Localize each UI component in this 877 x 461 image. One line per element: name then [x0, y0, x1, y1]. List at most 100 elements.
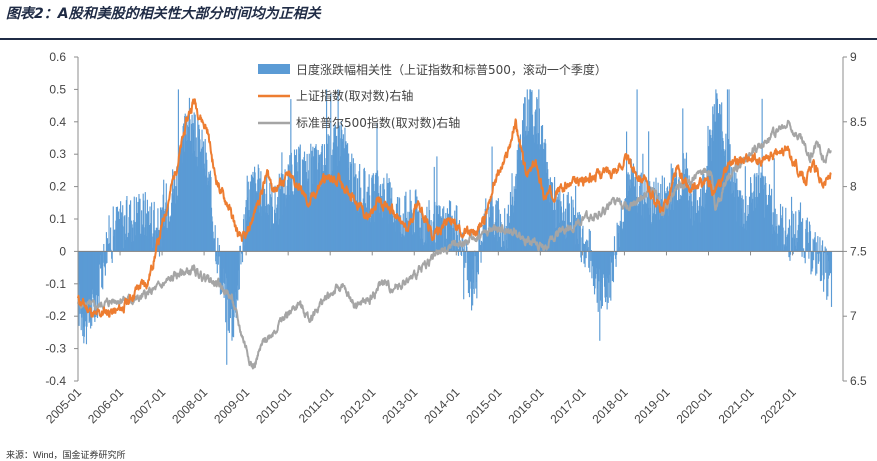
left-y-tick-label: -0.1	[45, 277, 66, 291]
correlation-bar	[831, 251, 832, 307]
x-tick-label: 2005-01	[43, 385, 84, 426]
correlation-bar	[217, 238, 218, 252]
correlation-bar	[801, 251, 802, 256]
x-tick-label: 2015-01	[463, 385, 504, 426]
correlation-bar	[795, 211, 796, 251]
correlation-bar	[609, 251, 610, 297]
x-tick-label: 2017-01	[547, 385, 588, 426]
correlation-bar	[466, 247, 467, 252]
x-tick-label: 2018-01	[590, 385, 631, 426]
correlation-bar	[105, 251, 106, 264]
correlation-bar	[808, 251, 809, 258]
correlation-bar	[589, 251, 590, 272]
correlation-bar	[478, 251, 479, 274]
correlation-bar	[815, 251, 816, 275]
right-y-tick-label: 9	[850, 50, 857, 64]
right-y-tick-label: 7	[850, 309, 857, 323]
correlation-bar	[464, 251, 465, 267]
right-y-tick-label: 6.5	[850, 374, 867, 388]
right-y-tick-label: 8	[850, 180, 857, 194]
correlation-bar	[821, 251, 822, 280]
correlation-bar	[812, 251, 813, 268]
correlation-bar	[788, 251, 789, 257]
left-y-tick-label: 0.6	[49, 50, 66, 64]
left-y-tick-label: 0.4	[49, 115, 66, 129]
correlation-bar	[590, 231, 591, 252]
correlation-bar	[792, 238, 793, 252]
correlation-bar	[106, 232, 107, 251]
correlation-bar	[813, 251, 814, 260]
correlation-bar	[614, 236, 615, 251]
correlation-bar	[461, 251, 462, 256]
correlation-bar	[589, 229, 590, 251]
correlation-bar	[826, 251, 827, 299]
correlation-bar	[616, 251, 617, 255]
left-y-tick-label: 0.2	[49, 180, 66, 194]
left-y-tick-label: 0.1	[49, 212, 66, 226]
left-y-tick-label: 0.3	[49, 147, 66, 161]
source-note: 来源：Wind，国金证券研究所	[6, 448, 126, 461]
x-tick-label: 2008-01	[169, 385, 210, 426]
correlation-bar	[780, 215, 781, 251]
correlation-bar	[580, 215, 581, 252]
legend: 日度涨跌幅相关性（上证指数和标普500，滚动一个季度） 上证指数(取对数)右轴 …	[258, 62, 607, 130]
correlation-bar	[122, 205, 123, 251]
correlation-bar	[584, 244, 585, 251]
correlation-bar	[810, 231, 811, 251]
legend-label-shanghai: 上证指数(取对数)右轴	[296, 88, 413, 103]
correlation-bar	[824, 251, 825, 279]
correlation-bar	[817, 236, 818, 251]
legend-label-correlation: 日度涨跌幅相关性（上证指数和标普500，滚动一个季度）	[296, 62, 607, 77]
left-y-tick-label: -0.2	[45, 309, 66, 323]
correlation-bar	[588, 251, 589, 267]
correlation-bar	[103, 244, 104, 251]
correlation-bar	[816, 251, 817, 273]
correlation-bar	[581, 251, 582, 262]
right-y-tick-label: 8.5	[850, 115, 867, 129]
correlation-bar	[588, 247, 589, 251]
correlation-bar	[239, 251, 240, 289]
x-tick-label: 2019-01	[632, 385, 673, 426]
x-tick-label: 2014-01	[421, 385, 462, 426]
correlation-bar	[789, 219, 790, 251]
correlation-bar	[458, 251, 459, 255]
correlation-bar	[242, 251, 243, 262]
correlation-bar	[802, 218, 803, 251]
legend-swatch-correlation	[258, 64, 290, 74]
x-tick-label: 2007-01	[127, 385, 168, 426]
correlation-bar	[801, 222, 802, 252]
correlation-bar	[583, 243, 584, 251]
correlation-bar	[825, 251, 826, 272]
x-tick-label: 2011-01	[296, 385, 337, 426]
right-y-tick-label: 7.5	[850, 244, 867, 258]
x-tick-label: 2013-01	[379, 385, 420, 426]
x-tick-label: 2022-01	[758, 385, 799, 426]
x-tick-label: 2006-01	[85, 385, 126, 426]
x-tick-label: 2010-01	[253, 385, 294, 426]
correlation-bar	[159, 251, 160, 256]
correlation-bar	[590, 251, 591, 260]
correlation-bar	[217, 251, 218, 273]
correlation-bar	[215, 225, 216, 251]
correlation-bar	[465, 251, 466, 262]
x-tick-label: 2021-01	[716, 385, 757, 426]
correlation-bar	[808, 243, 809, 252]
correlation-bar	[585, 242, 586, 252]
correlation-bar	[103, 251, 104, 262]
correlation-bar	[583, 251, 584, 263]
legend-label-sp500: 标准普尔500指数(取对数)右轴	[296, 115, 460, 130]
correlation-bar	[240, 246, 241, 252]
left-y-tick-label: 0.5	[49, 82, 66, 96]
correlation-bar	[219, 245, 220, 251]
correlation-bar	[112, 251, 113, 263]
correlation-bar	[613, 251, 614, 282]
correlation-bar	[617, 223, 618, 252]
correlation-bar	[474, 251, 475, 293]
correlation-bar	[586, 251, 587, 258]
x-tick-label: 2009-01	[211, 385, 252, 426]
correlation-bar	[480, 251, 481, 262]
correlation-bar	[813, 239, 814, 252]
x-tick-label: 2020-01	[674, 385, 715, 426]
correlation-bar	[463, 251, 464, 299]
